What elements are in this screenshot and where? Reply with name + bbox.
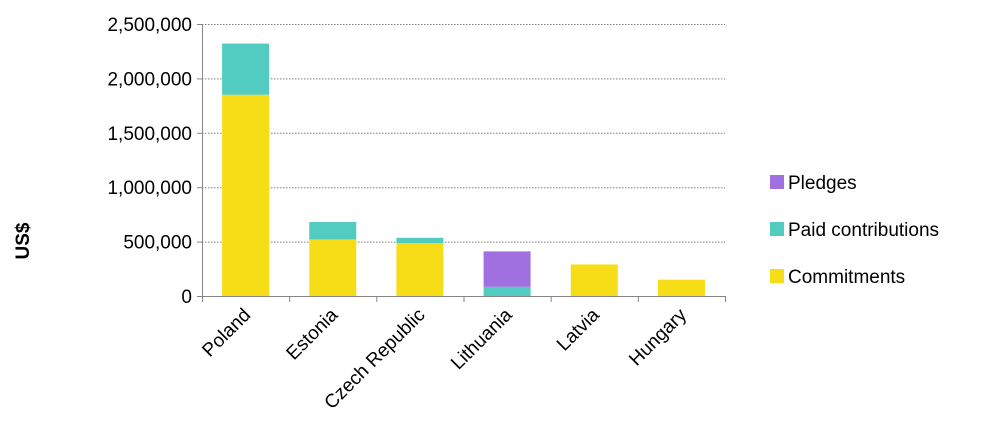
bar-segment bbox=[396, 237, 444, 244]
legend-swatch bbox=[770, 175, 784, 189]
x-tick-label: Estonia bbox=[283, 304, 343, 364]
bar-segment bbox=[657, 279, 705, 296]
y-tick-label: 1,500,000 bbox=[107, 124, 192, 145]
legend-label: Commitments bbox=[788, 267, 905, 288]
y-axis-title: US$ bbox=[13, 222, 34, 259]
grid-lines bbox=[202, 24, 725, 243]
bars bbox=[222, 43, 705, 296]
x-tick-label: Hungary bbox=[625, 304, 691, 370]
bar-segment bbox=[309, 222, 357, 240]
y-tick-labels: 0 500,000 1,000,000 1,500,000 2,000,000 2,500… bbox=[107, 15, 192, 308]
x-tick-label: Poland bbox=[198, 305, 255, 362]
bar-segment bbox=[222, 94, 270, 296]
legend-swatch bbox=[770, 269, 784, 283]
legend: Pledges Paid contributions Commitments bbox=[770, 173, 939, 288]
x-tick-label: Lithuania bbox=[447, 304, 517, 374]
bar-segment bbox=[483, 251, 531, 287]
bar-segment bbox=[570, 264, 618, 296]
legend-label: Pledges bbox=[788, 173, 857, 194]
legend-label: Paid contributions bbox=[788, 220, 939, 241]
y-tick-label: 0 bbox=[181, 287, 192, 308]
bar-segment bbox=[222, 43, 270, 95]
axes bbox=[197, 24, 726, 302]
bar-segment bbox=[396, 243, 444, 296]
y-tick-label: 2,500,000 bbox=[107, 15, 192, 36]
x-tick-label: Latvia bbox=[553, 304, 604, 355]
bar-segment bbox=[309, 239, 357, 296]
y-tick-label: 500,000 bbox=[123, 233, 192, 254]
legend-swatch bbox=[770, 222, 784, 236]
bar-segment bbox=[483, 286, 531, 296]
y-tick-label: 1,000,000 bbox=[107, 178, 192, 199]
y-tick-label: 2,000,000 bbox=[107, 69, 192, 90]
